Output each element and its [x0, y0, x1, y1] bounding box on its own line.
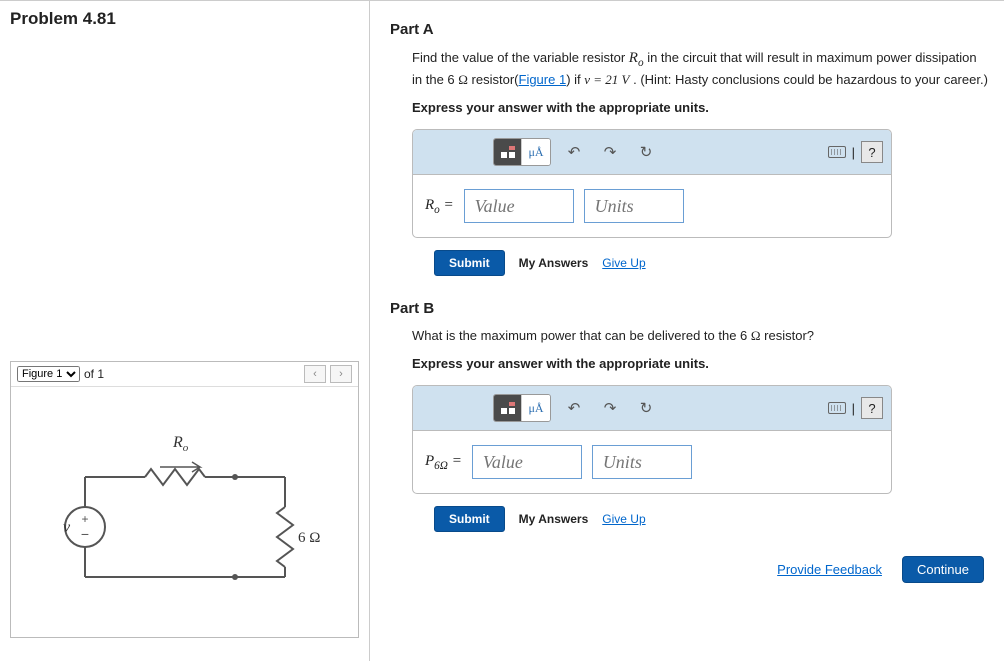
part-b: Part B What is the maximum power that ca… — [390, 300, 990, 532]
my-answers-label: My Answers — [519, 256, 589, 270]
part-b-units-input[interactable] — [592, 445, 692, 479]
part-a-var-label: Ro = — [425, 197, 454, 216]
part-b-var-label: P6Ω = — [425, 453, 462, 472]
help-button[interactable]: ? — [861, 141, 883, 163]
help-button[interactable]: ? — [861, 397, 883, 419]
svg-text:v: v — [63, 519, 71, 536]
give-up-link[interactable]: Give Up — [602, 256, 645, 270]
undo-icon[interactable]: ↶ — [561, 140, 587, 164]
undo-icon[interactable]: ↶ — [561, 396, 587, 420]
keyboard-icon[interactable] — [828, 146, 846, 158]
toolbar-divider: | — [852, 401, 855, 416]
part-b-submit-button[interactable]: Submit — [434, 506, 505, 532]
svg-text:6 Ω: 6 Ω — [298, 530, 320, 546]
part-a-units-input[interactable] — [584, 189, 684, 223]
toolbar-divider: | — [852, 145, 855, 160]
template-icon[interactable] — [494, 139, 522, 165]
part-a-express: Express your answer with the appropriate… — [412, 100, 990, 115]
part-a: Part A Find the value of the variable re… — [390, 21, 990, 276]
my-answers-label: My Answers — [519, 512, 589, 526]
reset-icon[interactable]: ↻ — [633, 396, 659, 420]
part-b-express: Express your answer with the appropriate… — [412, 356, 990, 371]
template-icon[interactable] — [494, 395, 522, 421]
figure-next-button[interactable]: › — [330, 365, 352, 383]
problem-title: Problem 4.81 — [10, 9, 359, 29]
provide-feedback-link[interactable]: Provide Feedback — [777, 562, 882, 577]
figure-counter: of 1 — [84, 367, 104, 381]
figure-select[interactable]: Figure 1 — [17, 366, 80, 382]
svg-text:−: − — [80, 526, 88, 542]
svg-text:+: + — [81, 512, 88, 526]
reset-icon[interactable]: ↻ — [633, 140, 659, 164]
part-b-answer-box: μÅ ↶ ↷ ↻ | ? P6Ω = — [412, 385, 892, 494]
part-a-title: Part A — [390, 21, 990, 38]
redo-icon[interactable]: ↷ — [597, 396, 623, 420]
circuit-diagram: + − v Ro 6 Ω — [35, 417, 335, 607]
part-a-value-input[interactable] — [464, 189, 574, 223]
give-up-link[interactable]: Give Up — [602, 512, 645, 526]
figure-link[interactable]: Figure 1 — [519, 72, 567, 87]
figure-prev-button[interactable]: ‹ — [304, 365, 326, 383]
part-b-value-input[interactable] — [472, 445, 582, 479]
keyboard-icon[interactable] — [828, 402, 846, 414]
part-a-prompt: Find the value of the variable resistor … — [412, 48, 990, 90]
svg-text:Ro: Ro — [172, 434, 189, 454]
part-b-title: Part B — [390, 300, 990, 317]
continue-button[interactable]: Continue — [902, 556, 984, 583]
part-a-submit-button[interactable]: Submit — [434, 250, 505, 276]
units-mu-a-button[interactable]: μÅ — [522, 139, 550, 165]
figure-panel: Figure 1 of 1 ‹ › — [10, 361, 359, 638]
part-a-answer-box: μÅ ↶ ↷ ↻ | ? Ro = — [412, 129, 892, 238]
redo-icon[interactable]: ↷ — [597, 140, 623, 164]
units-mu-a-button[interactable]: μÅ — [522, 395, 550, 421]
part-b-prompt: What is the maximum power that can be de… — [412, 327, 990, 346]
